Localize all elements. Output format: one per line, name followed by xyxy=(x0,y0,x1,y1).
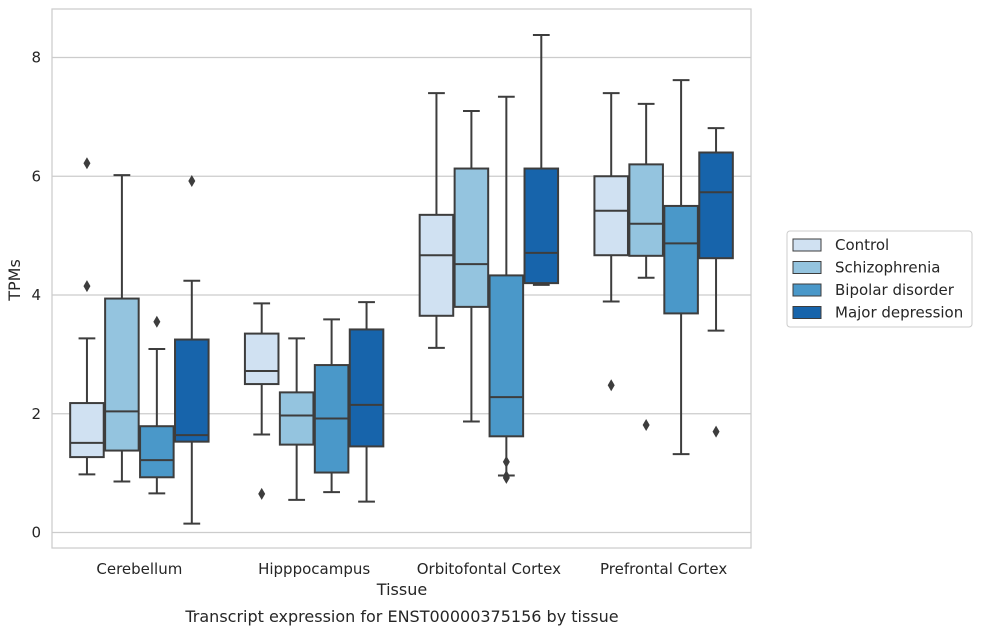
legend-swatch xyxy=(792,238,822,252)
box-bipolar-disorder xyxy=(139,315,175,495)
outlier-point xyxy=(642,419,650,432)
chart-caption: Transcript expression for ENST0000037515… xyxy=(184,607,618,626)
box-schizophrenia xyxy=(278,337,315,501)
x-tick-labels: Cerebellum Hipppocampus Orbitofontal Corte… xyxy=(96,560,727,578)
box-iqr xyxy=(523,167,560,285)
legend-label: Major depression xyxy=(835,304,963,322)
y-tick-label: 6 xyxy=(31,167,41,185)
legend: Control Schizophrenia Bipolar disorder Majo… xyxy=(786,230,973,328)
x-tick-label: Orbitofontal Cortex xyxy=(417,560,561,578)
box-iqr xyxy=(418,213,455,317)
legend-swatch xyxy=(792,283,822,297)
box-control xyxy=(418,92,455,349)
box-schizophrenia xyxy=(453,109,490,423)
outlier-point xyxy=(712,425,720,438)
outlier-point xyxy=(258,487,266,500)
box-iqr xyxy=(628,163,664,257)
box-iqr xyxy=(104,297,140,452)
outlier-point xyxy=(502,455,510,468)
legend-label: Bipolar disorder xyxy=(835,281,955,299)
box-bipolar-disorder xyxy=(488,95,525,484)
box-iqr xyxy=(698,151,734,260)
legend-frame xyxy=(786,230,973,328)
y-tick-label: 0 xyxy=(31,524,41,542)
y-tick-label: 2 xyxy=(31,405,41,423)
outlier-point xyxy=(83,280,91,293)
box-schizophrenia xyxy=(104,174,140,483)
box-iqr xyxy=(453,167,490,308)
box-iqr xyxy=(174,338,210,443)
x-tick-label: Cerebellum xyxy=(96,560,182,578)
box-major-depression xyxy=(174,175,210,525)
box-major-depression xyxy=(698,127,734,438)
box-iqr xyxy=(663,204,699,315)
box-iqr xyxy=(243,332,280,386)
box-iqr xyxy=(69,402,105,459)
y-tick-labels: 0 2 4 6 8 xyxy=(31,49,41,542)
y-axis-label: TPMs xyxy=(5,259,24,302)
legend-label: Control xyxy=(835,236,889,254)
box-schizophrenia xyxy=(628,102,664,432)
x-axis-label: Tissue xyxy=(376,580,427,599)
plot-area-frame xyxy=(51,8,752,549)
y-tick-label: 8 xyxy=(31,49,41,67)
y-tick-label: 4 xyxy=(31,286,41,304)
box-control xyxy=(69,157,105,476)
box-iqr xyxy=(278,391,315,446)
legend-label: Schizophrenia xyxy=(835,259,940,277)
box-bipolar-disorder xyxy=(313,318,350,494)
outlier-point xyxy=(83,157,91,170)
outlier-point xyxy=(607,379,615,392)
box-iqr xyxy=(348,328,385,448)
box-iqr xyxy=(139,425,175,479)
box-control xyxy=(243,302,280,500)
legend-swatch xyxy=(792,261,822,274)
box-plots xyxy=(69,33,734,525)
box-bipolar-disorder xyxy=(663,79,699,456)
outlier-point xyxy=(153,315,161,328)
legend-swatch xyxy=(792,306,822,319)
outlier-point xyxy=(502,470,510,483)
outlier-point xyxy=(188,175,196,187)
x-tick-label: Hipppocampus xyxy=(258,560,370,578)
x-tick-label: Prefrontal Cortex xyxy=(600,560,727,578)
box-iqr xyxy=(488,274,525,438)
box-major-depression xyxy=(348,301,385,503)
box-control xyxy=(593,92,629,392)
box-iqr xyxy=(593,175,629,257)
box-major-depression xyxy=(523,33,560,286)
